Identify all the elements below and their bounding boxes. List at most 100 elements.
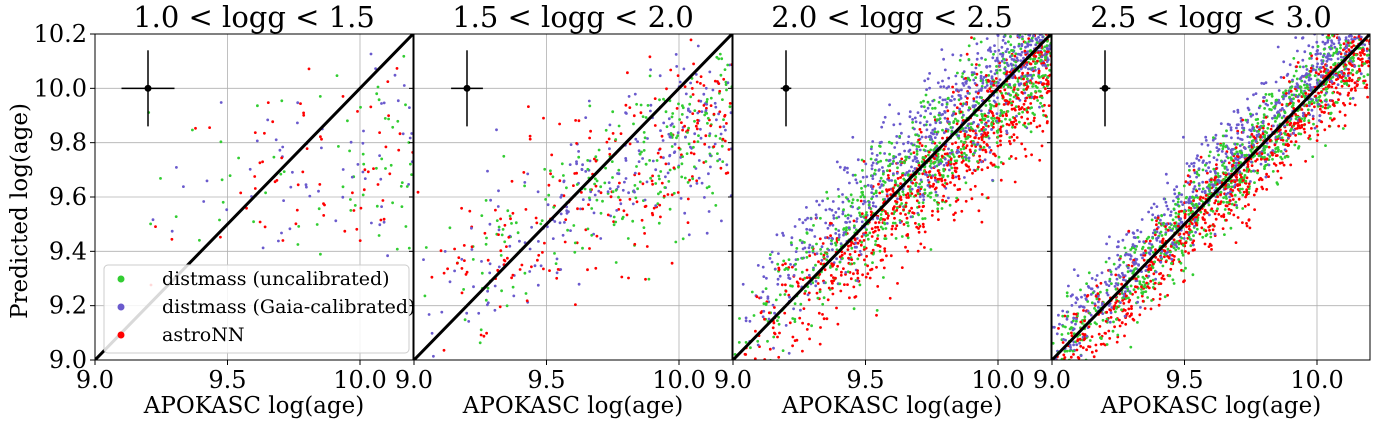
- scatter-point: [968, 86, 972, 90]
- scatter-point: [1316, 81, 1319, 85]
- scatter-point: [929, 195, 932, 199]
- scatter-point: [527, 105, 530, 108]
- scatter-point: [1208, 192, 1212, 196]
- scatter-point: [783, 366, 786, 369]
- scatter-point: [271, 120, 275, 124]
- scatter-point: [1007, 64, 1010, 68]
- scatter-point: [814, 279, 818, 283]
- scatter-point: [640, 150, 643, 154]
- scatter-point: [1188, 168, 1191, 172]
- scatter-point: [934, 190, 938, 194]
- scatter-point: [1177, 222, 1181, 226]
- scatter-point: [1346, 93, 1350, 97]
- scatter-point: [618, 181, 621, 185]
- scatter-point: [954, 161, 958, 165]
- scatter-point: [988, 151, 992, 154]
- scatter-point: [856, 279, 859, 283]
- scatter-point: [1108, 235, 1111, 239]
- scatter-point: [917, 230, 921, 234]
- scatter-point: [1154, 248, 1157, 252]
- scatter-point: [876, 244, 880, 247]
- scatter-point: [1160, 234, 1164, 237]
- scatter-point: [1016, 59, 1020, 62]
- scatter-point: [996, 135, 1000, 139]
- scatter-point: [536, 258, 539, 262]
- scatter-point: [1035, 9, 1038, 12]
- scatter-point: [1037, 81, 1040, 85]
- scatter-point: [382, 217, 386, 221]
- scatter-point: [1331, 54, 1335, 57]
- scatter-point: [319, 252, 322, 256]
- scatter-point: [1241, 143, 1244, 146]
- scatter-point: [282, 199, 285, 203]
- scatter-point: [943, 68, 947, 72]
- scatter-point: [1046, 16, 1049, 19]
- scatter-point: [971, 171, 974, 175]
- y-axis-label: Predicted log(age): [7, 103, 33, 319]
- scatter-point: [1223, 159, 1227, 163]
- scatter-point: [1022, 88, 1026, 92]
- scatter-point: [537, 253, 541, 257]
- scatter-point: [831, 223, 835, 227]
- scatter-point: [1238, 191, 1242, 194]
- scatter-point: [362, 162, 366, 166]
- scatter-point: [1063, 349, 1067, 353]
- scatter-point: [583, 187, 587, 191]
- scatter-point: [1349, 26, 1352, 29]
- scatter-point: [932, 182, 935, 186]
- scatter-point: [903, 149, 906, 153]
- scatter-point: [694, 124, 698, 128]
- scatter-point: [1355, 18, 1358, 21]
- scatter-point: [822, 253, 826, 257]
- scatter-point: [446, 267, 449, 271]
- scatter-point: [980, 135, 983, 139]
- scatter-point: [1294, 117, 1298, 121]
- scatter-point: [979, 74, 983, 78]
- scatter-point: [1189, 238, 1192, 241]
- scatter-point: [682, 67, 686, 71]
- scatter-point: [885, 222, 889, 225]
- scatter-point: [1324, 144, 1327, 148]
- scatter-point: [495, 128, 498, 132]
- scatter-point: [994, 104, 998, 108]
- scatter-point: [952, 162, 956, 166]
- scatter-point: [920, 105, 923, 108]
- scatter-point: [506, 209, 510, 213]
- scatter-point: [405, 185, 409, 188]
- scatter-point: [917, 213, 920, 217]
- scatter-point: [943, 152, 947, 156]
- scatter-point: [1287, 91, 1291, 95]
- scatter-point: [949, 126, 953, 129]
- scatter-point: [1348, 102, 1352, 105]
- scatter-point: [917, 145, 921, 149]
- scatter-point: [468, 209, 472, 213]
- scatter-point: [1039, 50, 1043, 54]
- scatter-point: [922, 198, 926, 202]
- scatter-point: [1206, 143, 1210, 147]
- scatter-point: [1139, 306, 1142, 309]
- scatter-point: [1027, 94, 1030, 97]
- scatter-point: [899, 182, 902, 186]
- scatter-point: [1030, 39, 1034, 43]
- scatter-point: [1131, 231, 1135, 235]
- scatter-point: [963, 132, 967, 136]
- scatter-point: [463, 259, 466, 262]
- scatter-point: [961, 82, 965, 85]
- scatter-point: [1023, 99, 1027, 103]
- scatter-point: [985, 84, 989, 87]
- scatter-point: [1000, 91, 1003, 95]
- scatter-point: [875, 216, 879, 220]
- scatter-point: [702, 104, 706, 107]
- scatter-point: [581, 198, 585, 202]
- scatter-point: [1225, 129, 1228, 133]
- scatter-point: [1267, 145, 1271, 149]
- scatter-point: [768, 257, 772, 260]
- scatter-point: [1072, 343, 1075, 347]
- scatter-point: [777, 355, 781, 359]
- scatter-point: [642, 131, 646, 134]
- scatter-point: [708, 134, 711, 138]
- scatter-point: [1332, 51, 1336, 55]
- scatter-point: [628, 106, 632, 109]
- scatter-point: [1252, 93, 1255, 97]
- scatter-point: [1085, 390, 1088, 393]
